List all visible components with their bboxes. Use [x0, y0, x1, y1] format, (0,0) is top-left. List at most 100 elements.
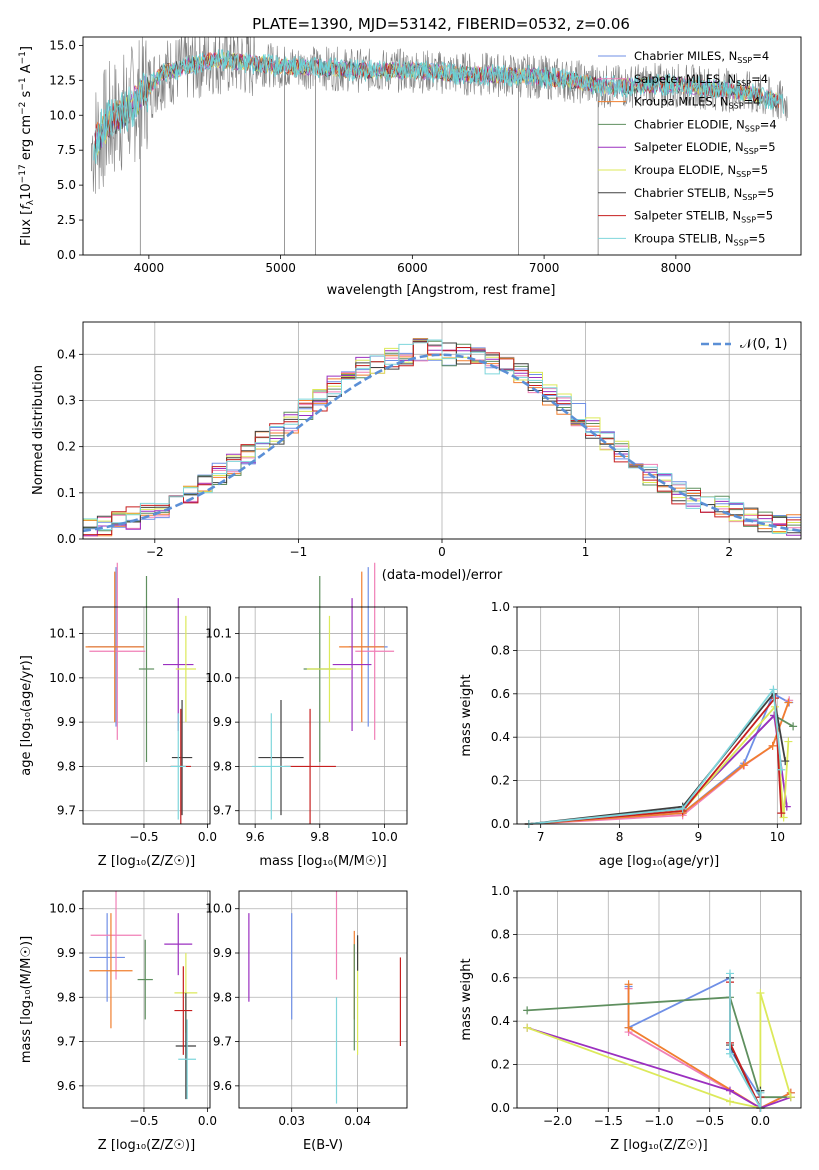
- x-axis-label: Z [log₁₀(Z/Z☉)]: [610, 1138, 707, 1153]
- x-tick-label: −2: [146, 545, 164, 559]
- y-tick-label: 0.4: [57, 347, 76, 361]
- y-tick-label: 10.0: [49, 902, 76, 916]
- weight-marker: [786, 1093, 795, 1102]
- legend-entry: Salpeter MILES, NSSP=4: [634, 72, 768, 88]
- y-tick-label: 7.5: [57, 143, 76, 157]
- x-tick-label: −0.5: [695, 1114, 724, 1128]
- weight-marker: [777, 765, 786, 774]
- y-tick-label: 9.8: [213, 759, 232, 773]
- weight-series-8: [528, 687, 783, 825]
- weight-lines: [523, 969, 795, 1112]
- legend-n: =5: [751, 163, 768, 177]
- weight-marker: [523, 1006, 532, 1015]
- legend-n: =5: [756, 209, 773, 223]
- weight-marker: [678, 804, 687, 813]
- x-tick-label: 2: [725, 545, 733, 559]
- legend-sub: SSP: [744, 147, 759, 156]
- legend-sub: SSP: [745, 124, 760, 133]
- weight-marker: [781, 757, 790, 766]
- legend-sub: SSP: [736, 79, 751, 88]
- plot-frame: [516, 890, 802, 1109]
- x-tick-label: 6000: [397, 261, 428, 275]
- y-tick-label: 0.0: [491, 1101, 510, 1115]
- y-tick-label: 0.6: [491, 687, 510, 701]
- legend-n: =4: [751, 72, 768, 86]
- legend-entry: Chabrier ELODIE, NSSP=4: [634, 117, 777, 133]
- chart-title: PLATE=1390, MJD=53142, FIBERID=0532, z=0…: [252, 15, 630, 33]
- y-tick-label: 0.0: [57, 248, 76, 262]
- gaussian-curve: [83, 353, 801, 533]
- y-tick-label: 0.4: [491, 730, 510, 744]
- y-tick-label: 9.9: [57, 946, 76, 960]
- weight-marker: [523, 1023, 532, 1032]
- y-tick-label: 10.0: [49, 671, 76, 685]
- y-tick-label: 0.0: [57, 532, 76, 546]
- weight-vs-Z-panel: −2.0 −1.5 −1.0 −0.5 0.0 0.0 0.2 0.4 0.6 0.8 1.0 Z […: [459, 884, 802, 1153]
- weight-marker: [784, 737, 793, 746]
- weight-marker: [789, 722, 798, 731]
- legend-text: Kroupa MILES, N: [634, 95, 729, 109]
- weight-marker: [777, 809, 786, 818]
- legend-n: =5: [759, 140, 776, 154]
- legend-sub: SSP: [729, 102, 744, 111]
- legend-sub: SSP: [734, 238, 749, 247]
- y-tick-label: 10.1: [205, 627, 232, 641]
- plot-frame: [82, 321, 802, 540]
- x-tick-label: 4000: [134, 261, 165, 275]
- weight-marker: [624, 1023, 633, 1032]
- y-tick-label: 9.7: [213, 1035, 232, 1049]
- weight-lines: [524, 685, 798, 828]
- y-tick-label: 9.9: [213, 715, 232, 729]
- legend-entry: 𝒩(0, 1): [740, 337, 787, 352]
- plot-frame: [516, 606, 802, 825]
- y-tick-label: 9.9: [57, 715, 76, 729]
- y-tick-label: 0.0: [491, 817, 510, 831]
- x-axis-label: wavelength [Angstrom, rest frame]: [327, 283, 556, 298]
- legend-text: Kroupa STELIB, N: [634, 231, 734, 245]
- x-tick-label: 10: [770, 830, 785, 844]
- y-axis-label: mass weight: [459, 674, 474, 756]
- weight-series-4: [526, 1026, 792, 1109]
- model-spectrum-8: [94, 52, 779, 154]
- legend-n: =4: [744, 95, 761, 109]
- y-tick-label: 10.0: [205, 671, 232, 685]
- x-tick-label: 0: [438, 545, 446, 559]
- x-tick-label: 10.0: [371, 830, 398, 844]
- histogram-panel: −2 −1 0 1 2 0.0 0.1 0.2 0.3 0.4 𝒩(0, 1) (data-model…: [31, 321, 802, 583]
- plot-frame: [238, 890, 408, 1109]
- weight-marker: [726, 969, 734, 978]
- x-tick-label: −2.0: [543, 1114, 572, 1128]
- y-label-part: erg cm: [19, 115, 34, 164]
- plot-frame: [238, 606, 408, 825]
- legend-sub: SSP: [737, 56, 752, 65]
- y-tick-label: 10.0: [49, 108, 76, 122]
- legend-entry: Chabrier MILES, NSSP=4: [634, 49, 769, 65]
- y-label-part: −2: [18, 102, 28, 115]
- x-tick-label: −0.5: [129, 830, 158, 844]
- weight-series-7: [528, 695, 783, 825]
- weight-series-2: [627, 984, 792, 1110]
- x-tick-label: −1.5: [594, 1114, 623, 1128]
- y-axis-label: Normed distribution: [31, 365, 46, 495]
- x-tick-label: 9.6: [246, 830, 265, 844]
- x-tick-label: 0.0: [751, 1114, 770, 1128]
- error-bars: [89, 891, 198, 1100]
- y-tick-label: 1.0: [491, 600, 510, 614]
- plot-frame: [82, 606, 211, 825]
- weight-series-3: [527, 996, 791, 1099]
- weight-marker: [726, 1097, 734, 1106]
- x-tick-label: 0.0: [198, 1114, 217, 1128]
- legend-n: =4: [752, 49, 769, 63]
- legend-text: Salpeter STELIB, N: [634, 209, 741, 223]
- weight-marker: [784, 698, 793, 707]
- y-tick-label: 9.6: [57, 1079, 76, 1093]
- y-tick-label: 0.8: [491, 927, 510, 941]
- x-tick-label: 9: [695, 830, 703, 844]
- mass-vs-EBV-panel: 0.03 0.04 9.6 9.7 9.8 9.9 10.0 E(B-V): [205, 890, 408, 1153]
- weight-marker: [785, 696, 794, 705]
- legend-text: Chabrier STELIB, N: [634, 186, 742, 200]
- weight-marker: [756, 1088, 765, 1097]
- legend-text: Salpeter ELODIE, N: [634, 140, 744, 154]
- y-tick-label: 9.7: [57, 804, 76, 818]
